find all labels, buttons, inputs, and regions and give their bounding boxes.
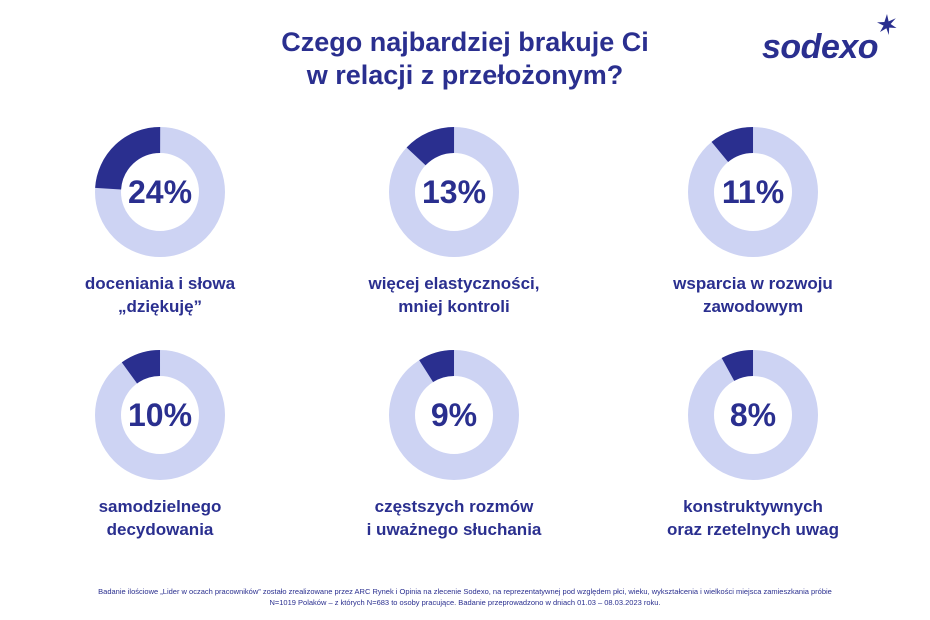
donut-svg: 9% [389, 350, 519, 480]
donut-svg: 13% [389, 127, 519, 257]
donut-svg: 24% [95, 127, 225, 257]
donut-caption-line-2: oraz rzetelnych uwag [667, 520, 839, 539]
donut-chart-6: 8% konstruktywnych oraz rzetelnych uwag [633, 349, 873, 541]
footnote-line-1: Badanie ilościowe „Lider w oczach pracow… [98, 587, 832, 596]
donut-caption: samodzielnego decydowania [40, 495, 280, 541]
donut-caption-line-2: mniej kontroli [398, 297, 510, 316]
donut-value-label: 11% [722, 174, 784, 210]
donut-caption-line-2: „dziękuję” [117, 297, 203, 316]
donut-value-label: 8% [730, 397, 776, 433]
donut-caption-line-1: konstruktywnych [683, 497, 823, 516]
donut-slice-value [389, 127, 519, 257]
donut-value-label: 24% [128, 174, 192, 210]
page-title: Czego najbardziej brakuje Ci w relacji z… [0, 26, 930, 92]
donut-chart-2: 13% więcej elastyczności, mniej kontroli [334, 126, 574, 318]
footnote: Badanie ilościowe „Lider w oczach pracow… [30, 586, 900, 608]
donut-caption: częstszych rozmów i uważnego słuchania [334, 495, 574, 541]
donut-chart-3: 11% wsparcia w rozwoju zawodowym [633, 126, 873, 318]
donut-svg: 10% [95, 350, 225, 480]
title-line-1: Czego najbardziej brakuje Ci [281, 27, 649, 57]
sodexo-logo: sodexo [758, 14, 908, 66]
donut-svg: 11% [688, 127, 818, 257]
donut-caption-line-2: i uważnego słuchania [366, 520, 542, 539]
donut-caption-line-1: więcej elastyczności, [368, 274, 540, 293]
donut-chart-5: 9% częstszych rozmów i uważnego słuchania [334, 349, 574, 541]
donut-caption-line-1: doceniania i słowa [84, 274, 236, 293]
donut-svg: 8% [688, 350, 818, 480]
star-icon [877, 14, 897, 35]
donut-value-label: 9% [431, 397, 477, 433]
donut-caption-line-2: zawodowym [702, 297, 804, 316]
donut-value-label: 10% [128, 397, 192, 433]
donut-caption-line-2: decydowania [106, 520, 214, 539]
donut-value-label: 13% [422, 174, 486, 210]
donut-chart-4: 10% samodzielnego decydowania [40, 349, 280, 541]
title-line-2: w relacji z przełożonym? [306, 60, 624, 90]
logo-text: sodexo [762, 28, 879, 66]
donut-caption-line-1: samodzielnego [98, 497, 222, 516]
donut-caption: więcej elastyczności, mniej kontroli [334, 272, 574, 318]
donut-chart-1: 24% doceniania i słowa „dziękuję” [40, 126, 280, 318]
donut-caption-line-1: wsparcia w rozwoju [673, 274, 833, 293]
donut-caption-line-1: częstszych rozmów [374, 497, 534, 516]
donut-caption: doceniania i słowa „dziękuję” [40, 272, 280, 318]
donut-caption: wsparcia w rozwoju zawodowym [633, 272, 873, 318]
donut-caption: konstruktywnych oraz rzetelnych uwag [633, 495, 873, 541]
footnote-line-2: N=1019 Polaków – z których N=683 to osob… [269, 598, 661, 607]
